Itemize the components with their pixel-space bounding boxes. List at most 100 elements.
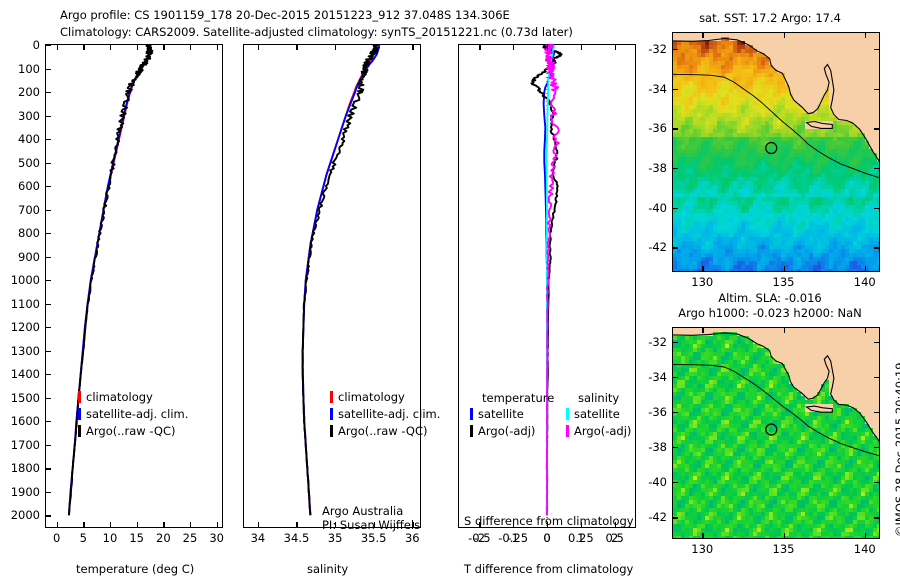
longitude-tick-label: 140 xyxy=(853,542,876,556)
profile-line xyxy=(301,44,377,516)
salinity-difference-tick-label: 0.5 xyxy=(605,531,624,545)
axis-tick xyxy=(45,209,51,211)
depth-tick-label: 1200 xyxy=(10,320,40,335)
depth-tick-label: 400 xyxy=(18,132,40,147)
axis-tick-label: -2 xyxy=(473,531,486,545)
island-outline xyxy=(805,405,833,413)
axis-tick xyxy=(580,522,583,528)
footer-org: Argo Australia xyxy=(322,504,404,518)
map-axis-tick xyxy=(783,533,785,539)
axis-tick-label: 0 xyxy=(543,531,551,545)
map-axis-tick xyxy=(672,447,678,449)
depth-tick-label: 300 xyxy=(18,108,40,123)
profile-line xyxy=(67,44,151,516)
salinity-difference-tick-label: 0 xyxy=(543,531,551,545)
axis-tick xyxy=(45,303,51,305)
legend-color-swatch xyxy=(78,391,81,403)
axis-tick xyxy=(547,522,549,528)
axis-tick xyxy=(45,92,51,94)
island-outline xyxy=(805,120,833,129)
profile-line xyxy=(544,44,560,516)
axis-tick-label: 35.5 xyxy=(360,531,387,545)
axis-tick xyxy=(216,522,218,528)
axis-tick xyxy=(56,522,58,528)
axis-tick-label: 35 xyxy=(327,531,343,545)
depth-tick-label: 200 xyxy=(18,85,40,100)
profile-line xyxy=(67,44,152,516)
profile-line xyxy=(301,44,381,516)
profile-line xyxy=(301,44,379,516)
map-axis-tick xyxy=(672,167,678,170)
legend-label: satellite xyxy=(574,407,620,421)
axis-tick-label: 30 xyxy=(209,531,224,545)
axis-tick xyxy=(373,522,375,528)
axis-tick xyxy=(45,162,51,164)
axis-tick xyxy=(296,522,298,528)
legend-color-swatch xyxy=(330,391,333,403)
legend-color-swatch xyxy=(78,425,81,437)
axis-tick xyxy=(412,44,414,50)
latitude-tick-label: -40 xyxy=(648,475,667,490)
longitude-tick-label: 130 xyxy=(691,542,714,556)
legend-color-swatch xyxy=(470,408,473,420)
axis-tick xyxy=(45,45,51,47)
map-axis-tick xyxy=(874,342,880,344)
map-axis-tick xyxy=(672,48,678,51)
legend-color-swatch xyxy=(78,408,81,420)
axis-tick xyxy=(110,44,112,50)
axis-tick xyxy=(45,515,51,517)
temperature-axis-label: temperature (deg C) xyxy=(76,562,195,576)
axis-tick xyxy=(45,468,51,470)
axis-tick xyxy=(216,44,218,50)
map-axis-tick xyxy=(874,517,880,519)
axis-tick xyxy=(45,115,51,117)
axis-tick xyxy=(45,350,51,352)
axis-tick-label: -1 xyxy=(507,531,519,545)
axis-tick xyxy=(257,522,260,528)
legend-label: Argo(-adj) xyxy=(478,424,536,438)
map-axis-tick xyxy=(672,207,678,209)
depth-tick-label: 1300 xyxy=(10,343,40,358)
axis-tick-label: 25 xyxy=(182,531,198,545)
salinity-curves xyxy=(301,44,381,516)
map-axis-tick xyxy=(702,533,704,539)
axis-tick-label: 15 xyxy=(129,531,144,545)
shelf-contour xyxy=(673,363,879,457)
axis-tick xyxy=(547,44,549,50)
axis-tick-label: 20 xyxy=(156,531,171,545)
map-axis-tick xyxy=(672,412,678,414)
profile-line xyxy=(67,44,154,516)
axis-tick xyxy=(45,139,51,141)
salinity-axis-label: salinity xyxy=(307,562,349,576)
depth-tick-label: 1900 xyxy=(10,484,40,499)
axis-tick xyxy=(45,68,51,70)
depth-tick-label: 600 xyxy=(18,179,40,194)
map-axis-tick xyxy=(672,377,678,379)
latitude-tick-label: -42 xyxy=(648,510,667,525)
axis-tick xyxy=(373,44,375,50)
legend-color-swatch xyxy=(470,425,473,437)
axis-tick xyxy=(335,522,337,528)
map-axis-tick xyxy=(702,327,704,333)
depth-tick-label: 1700 xyxy=(10,437,40,452)
axis-tick xyxy=(335,44,337,50)
map-axis-tick xyxy=(874,128,880,130)
axis-tick xyxy=(136,522,138,528)
axis-tick xyxy=(45,444,51,446)
axis-tick-label: 34.5 xyxy=(283,531,310,545)
map-axis-tick xyxy=(874,167,880,170)
axis-tick xyxy=(479,44,481,50)
map-axis-tick xyxy=(672,128,678,130)
legend-color-swatch xyxy=(566,425,569,437)
legend-color-swatch xyxy=(566,408,569,420)
map-axis-tick xyxy=(672,247,678,249)
temperature-curves xyxy=(67,44,154,516)
map-axis-tick xyxy=(672,517,678,519)
axis-tick xyxy=(45,374,51,376)
axis-tick xyxy=(56,44,58,50)
axis-tick xyxy=(614,44,616,50)
longitude-tick-label: 140 xyxy=(853,275,876,289)
legend-label: satellite-adj. clim. xyxy=(338,407,441,421)
legend-header-temperature: temperature xyxy=(482,391,555,405)
